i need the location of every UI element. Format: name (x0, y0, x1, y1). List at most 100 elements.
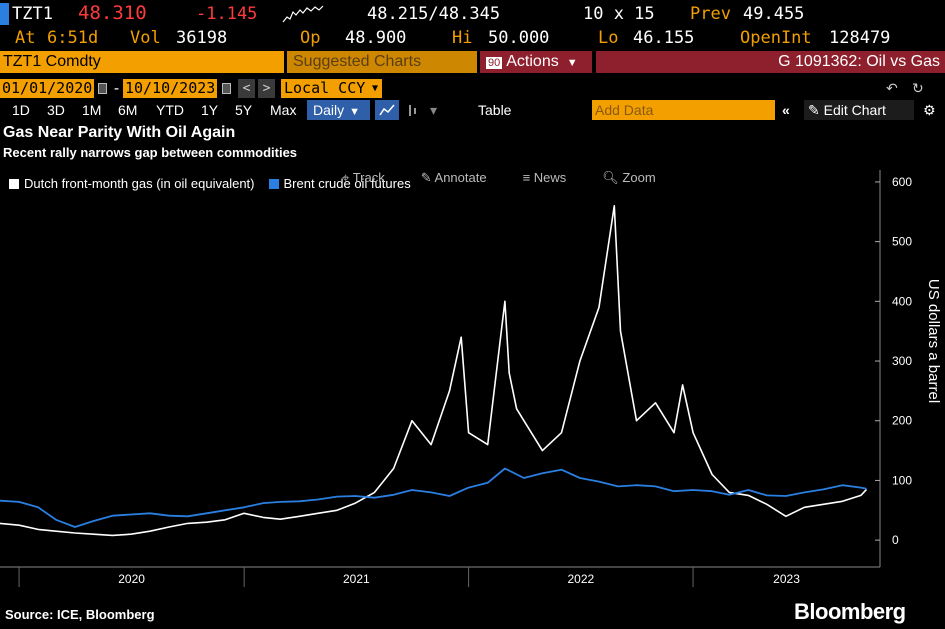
quote-op-label: Op (300, 28, 321, 48)
chart-plot[interactable]: 0 100 200 300 400 500 600 US dollars a barrel 20… (0, 165, 945, 600)
chevron-down-icon: ▼ (566, 57, 578, 69)
quote-time: 6:51d (47, 28, 99, 48)
security-strip: TZT1 Comdty Suggested Charts 90 Actions ▼ … (0, 51, 945, 73)
settings-icon[interactable]: ⚙ (923, 102, 936, 118)
sparkline-icon (282, 5, 324, 23)
news-label: News (533, 170, 567, 185)
annotate-label: Annotate (434, 170, 487, 185)
quote-lo-label: Lo (598, 28, 619, 48)
annotate-tool[interactable]: ✎ Annotate (420, 170, 487, 185)
quote-change: -1.145 (196, 4, 258, 24)
currency-value: Local CCY (284, 79, 366, 97)
oil-series-line (0, 467, 867, 528)
period-3d[interactable]: 3D (47, 102, 65, 118)
actions-label: Actions (506, 53, 559, 70)
bloomberg-logo: Bloomberg (794, 599, 906, 624)
y-tick-label: 200 (892, 414, 912, 428)
quote-low: 46.155 (633, 28, 695, 48)
period-5y[interactable]: 5Y (235, 102, 253, 118)
bar-chart-icon[interactable] (403, 100, 423, 120)
pencil-icon: ✎ (808, 102, 824, 118)
legend-label-gas: Dutch front-month gas (in oil equivalent… (24, 176, 255, 191)
quote-row-2: At 6:51d Vol 36198 Op 48.900 Hi 50.000 L… (0, 27, 945, 49)
period-1d[interactable]: 1D (12, 102, 30, 118)
track-label: Track (352, 170, 385, 185)
source-note: Source: ICE, Bloomberg (5, 607, 155, 622)
quote-hi-label: Hi (452, 28, 473, 48)
next-period-icon[interactable]: > (258, 79, 275, 98)
track-tool[interactable]: ⌖ Track (342, 170, 385, 185)
ticker-marker (0, 3, 9, 25)
chart-subtitle: Recent rally narrows gap between commodi… (3, 145, 298, 160)
quote-prev: 49.455 (743, 4, 805, 24)
legend-item-gas[interactable]: Dutch front-month gas (in oil equivalent… (9, 176, 255, 191)
end-date-input[interactable]: 10/10/2023 (123, 79, 217, 98)
frequency-select[interactable]: Daily ▼ (307, 100, 370, 120)
separator: ▾ (430, 102, 438, 118)
quote-high: 50.000 (488, 28, 550, 48)
period-1m[interactable]: 1M (82, 102, 102, 118)
end-calendar-icon[interactable] (222, 83, 231, 94)
y-tick-label: 500 (892, 235, 912, 249)
suggested-charts-button[interactable]: Suggested Charts (287, 51, 477, 73)
y-axis-label: US dollars a barrel (925, 279, 942, 403)
y-tick-label: 100 (892, 473, 912, 487)
quote-open: 48.900 (345, 28, 407, 48)
chart-legend: Dutch front-month gas (in oil equivalent… (9, 176, 425, 191)
actions-menu[interactable]: 90 Actions ▼ (480, 51, 592, 73)
news-tool[interactable]: ≡ News (522, 170, 567, 185)
collapse-icon[interactable]: « (782, 102, 790, 118)
chart-title: Gas Near Parity With Oil Again (3, 124, 236, 141)
chart-toolbar: 1D 3D 1M 6M YTD 1Y 5Y Max Daily ▼ ▾ Table… (0, 100, 945, 120)
y-tick-label: 0 (892, 533, 899, 547)
date-range-row: 01/01/2020 - 10/10/2023 < > Local CCY ▼ (0, 79, 945, 98)
quote-size: 10 x 15 (583, 4, 655, 24)
legend-swatch-oil (268, 178, 279, 189)
period-1y[interactable]: 1Y (201, 102, 219, 118)
chevron-down-icon: ▼ (371, 83, 378, 94)
legend-item-oil[interactable]: Brent crude oil futures (268, 176, 411, 191)
quote-prev-label: Prev (690, 4, 731, 24)
refresh-icon[interactable]: ↻ (912, 80, 924, 96)
quote-vol: 36198 (176, 28, 228, 48)
legend-swatch-gas (9, 178, 19, 189)
edit-chart-label: Edit Chart (823, 102, 886, 118)
edit-chart-button[interactable]: ✎ Edit Chart (804, 100, 914, 120)
actions-number: 90 (486, 57, 503, 69)
quote-vol-label: Vol (130, 28, 161, 48)
chart-tools: ⌖ Track ✎ Annotate ≡ News 🔍︎ Zoom (342, 170, 692, 186)
start-calendar-icon[interactable] (98, 83, 107, 94)
start-date-input[interactable]: 01/01/2020 (0, 79, 94, 98)
frequency-value: Daily (313, 102, 345, 118)
quote-last-price: 48.310 (78, 2, 147, 24)
quote-at-label: At (15, 28, 36, 48)
prev-period-icon[interactable]: < (238, 79, 255, 98)
quote-open-interest: 128479 (829, 28, 891, 48)
zoom-tool[interactable]: 🔍︎ Zoom (602, 170, 656, 185)
quote-ticker[interactable]: TZT1 (12, 4, 53, 24)
y-tick-label: 400 (892, 294, 912, 308)
period-6m[interactable]: 6M (118, 102, 138, 118)
line-chart-icon[interactable] (375, 100, 399, 120)
add-data-input[interactable]: Add Data (592, 100, 775, 120)
quote-oi-label: OpenInt (740, 28, 812, 48)
y-tick-label: 300 (892, 354, 912, 368)
chevron-down-icon: ▼ (349, 106, 361, 118)
quote-row-1: TZT1 48.310 -1.145 48.215/48.345 10 x 15… (0, 2, 945, 25)
gas-series-line (0, 205, 868, 537)
legend-label-oil: Brent crude oil futures (283, 176, 411, 191)
table-button[interactable]: Table (478, 102, 512, 118)
undo-icon[interactable]: ↶ (886, 80, 898, 96)
security-field[interactable]: TZT1 Comdty (0, 51, 284, 73)
currency-select[interactable]: Local CCY ▼ (281, 79, 382, 98)
period-ytd[interactable]: YTD (156, 102, 184, 118)
chart-id-title: G 1091362: Oil vs Gas (596, 51, 945, 73)
x-tick-label: 2021 (343, 572, 370, 586)
x-tick-label: 2023 (773, 572, 800, 586)
y-tick-label: 600 (892, 175, 912, 189)
period-max[interactable]: Max (270, 102, 297, 118)
zoom-label: Zoom (622, 170, 656, 185)
x-tick-label: 2022 (567, 572, 594, 586)
quote-bid-ask: 48.215/48.345 (367, 4, 501, 24)
date-separator: - (112, 79, 122, 97)
